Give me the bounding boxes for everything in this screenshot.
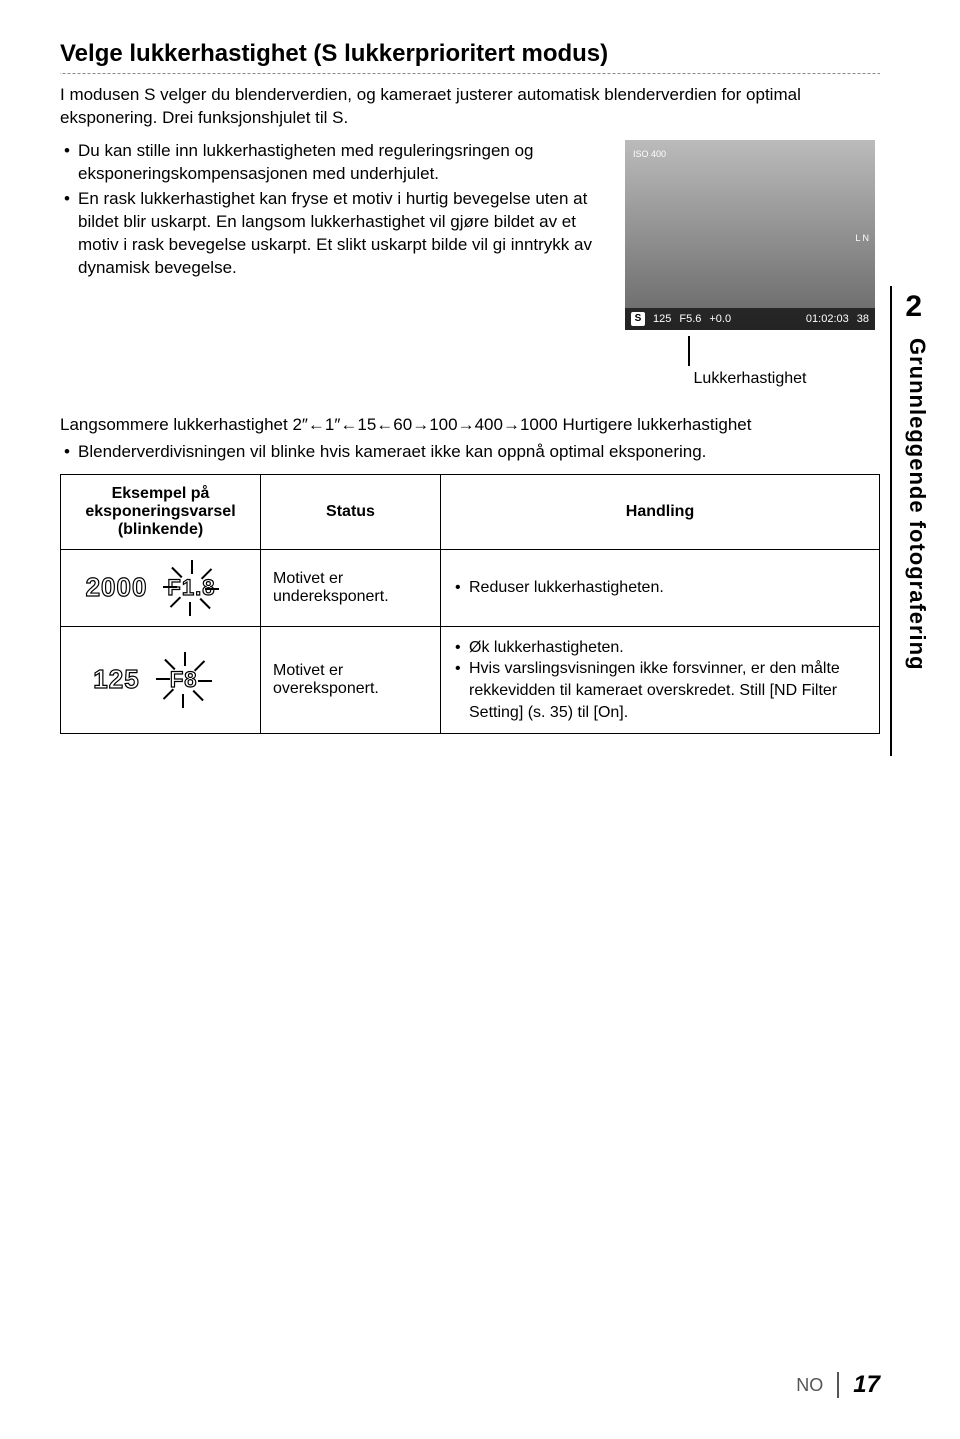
intro-text: I modusen S velger du blenderverdien, og… xyxy=(60,84,880,130)
bullet-item: Du kan stille inn lukkerhastigheten med … xyxy=(60,140,596,186)
status-cell: Motivet er undereksponert. xyxy=(261,549,441,626)
example-shutter: 125 xyxy=(93,664,139,695)
blink-icon: F8 xyxy=(156,652,212,708)
action-cell: Reduser lukkerhastigheten. xyxy=(441,549,880,626)
side-tab-label: Grunnleggende fotografering xyxy=(904,338,930,671)
table-row: 2000 F1.8 Motivet er undereksponert. Red… xyxy=(61,549,880,626)
example-cell: 125 F8 xyxy=(61,626,261,733)
preview-photo xyxy=(625,140,875,330)
action-item: Hvis varslingsvisningen ikke forsvinner,… xyxy=(453,658,867,723)
lcd-callout: ISO 400 L N S 125 F5.6 +0.0 01:02:03 38 … xyxy=(620,140,880,388)
action-cell: Øk lukkerhastigheten. Hvis varslingsvisn… xyxy=(441,626,880,733)
chapter-number: 2 xyxy=(905,290,922,324)
action-item: Øk lukkerhastigheten. xyxy=(453,637,867,659)
section-title: Velge lukkerhastighet (S lukkerprioriter… xyxy=(60,40,880,74)
lcd-bottom-bar: S 125 F5.6 +0.0 01:02:03 38 xyxy=(625,308,875,330)
footer-lang: NO xyxy=(796,1375,823,1396)
side-divider xyxy=(890,286,892,756)
example-shutter: 2000 xyxy=(86,572,148,603)
footer-separator xyxy=(837,1372,839,1398)
bullet-column: Du kan stille inn lukkerhastigheten med … xyxy=(60,140,596,282)
status-cell: Motivet er overeksponert. xyxy=(261,626,441,733)
callout-label: Lukkerhastighet xyxy=(620,370,880,388)
warning-table: Eksempel på eksponeringsvarsel (blinkend… xyxy=(60,474,880,734)
bar-aperture: F5.6 xyxy=(679,313,701,325)
blink-icon: F1.8 xyxy=(163,560,219,616)
iso-overlay: ISO 400 xyxy=(633,150,666,160)
example-cell: 2000 F1.8 xyxy=(61,549,261,626)
mode-icon: S xyxy=(631,312,645,326)
lcd-preview: ISO 400 L N S 125 F5.6 +0.0 01:02:03 38 xyxy=(625,140,875,330)
bullet-item: En rask lukkerhastighet kan fryse et mot… xyxy=(60,188,596,280)
footer-pagenum: 17 xyxy=(853,1371,880,1399)
blink-note: Blenderverdivisningen vil blinke hvis ka… xyxy=(60,441,880,464)
page-footer: NO 17 xyxy=(796,1371,880,1399)
ln-overlay: L N xyxy=(855,234,869,244)
callout-line xyxy=(688,336,690,366)
bar-count: 38 xyxy=(857,313,869,325)
content-row: Du kan stille inn lukkerhastigheten med … xyxy=(60,140,880,388)
bar-comp: +0.0 xyxy=(709,313,731,325)
th-action: Handling xyxy=(441,474,880,549)
page: Velge lukkerhastighet (S lukkerprioriter… xyxy=(0,0,960,774)
th-status: Status xyxy=(261,474,441,549)
th-example: Eksempel på eksponeringsvarsel (blinkend… xyxy=(61,474,261,549)
bar-time: 01:02:03 xyxy=(806,313,849,325)
bar-shutter: 125 xyxy=(653,313,671,325)
table-row: 125 F8 Motivet er overeksponert. Øk lukk… xyxy=(61,626,880,733)
action-item: Reduser lukkerhastigheten. xyxy=(453,577,867,599)
speed-range-text: Langsommere lukkerhastighet 2″←1″←15←60→… xyxy=(60,414,880,437)
